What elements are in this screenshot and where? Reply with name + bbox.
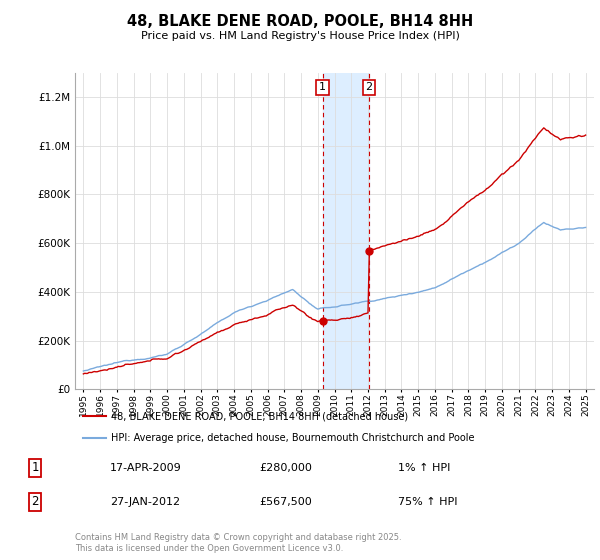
Text: 17-APR-2009: 17-APR-2009 [110, 463, 182, 473]
Text: HPI: Average price, detached house, Bournemouth Christchurch and Poole: HPI: Average price, detached house, Bour… [112, 433, 475, 443]
Text: Contains HM Land Registry data © Crown copyright and database right 2025.
This d: Contains HM Land Registry data © Crown c… [75, 533, 401, 553]
Text: 1: 1 [31, 461, 39, 474]
Bar [323, 73, 369, 389]
Text: 2: 2 [31, 496, 39, 508]
Text: 2: 2 [365, 82, 373, 92]
Text: 48, BLAKE DENE ROAD, POOLE, BH14 8HH (detached house): 48, BLAKE DENE ROAD, POOLE, BH14 8HH (de… [112, 411, 409, 421]
Text: £280,000: £280,000 [260, 463, 313, 473]
Text: 75% ↑ HPI: 75% ↑ HPI [398, 497, 457, 507]
Text: £567,500: £567,500 [260, 497, 313, 507]
Text: 1% ↑ HPI: 1% ↑ HPI [398, 463, 450, 473]
Text: 1: 1 [319, 82, 326, 92]
Text: Price paid vs. HM Land Registry's House Price Index (HPI): Price paid vs. HM Land Registry's House … [140, 31, 460, 41]
Text: 48, BLAKE DENE ROAD, POOLE, BH14 8HH: 48, BLAKE DENE ROAD, POOLE, BH14 8HH [127, 14, 473, 29]
Text: 27-JAN-2012: 27-JAN-2012 [110, 497, 180, 507]
